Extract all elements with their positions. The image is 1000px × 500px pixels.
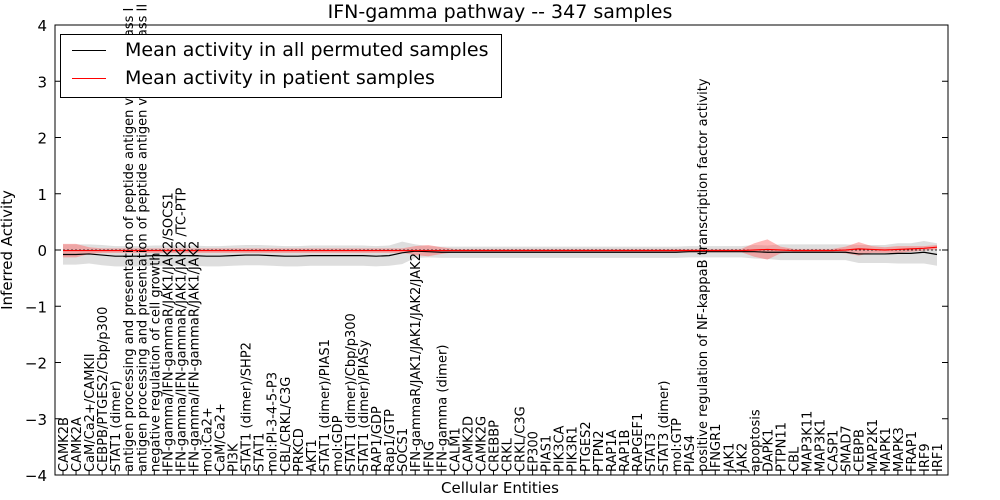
x-tick-label: STAT1 xyxy=(253,433,268,472)
x-tick-label: PTGES2 xyxy=(579,421,594,472)
legend: Mean activity in all permuted samples Me… xyxy=(60,34,502,98)
x-tick-label: MAPK3 xyxy=(892,427,907,472)
x-tick-label: MAPK1 xyxy=(879,427,894,472)
chart-title: IFN-gamma pathway -- 347 samples xyxy=(328,1,673,23)
y-tick-label: 4 xyxy=(37,17,47,35)
x-tick-label: STAT1 (dimer) xyxy=(109,381,124,472)
x-tick-label: mol:PI-3-4-5-P3 xyxy=(266,372,281,472)
confidence-band-1 xyxy=(63,239,937,260)
x-tick-label: CBL/CRKL/C3G xyxy=(279,377,294,472)
x-tick-label: CRKL/C3G xyxy=(514,406,529,472)
x-tick-label: CASP1 xyxy=(827,430,842,472)
x-tick-label: RAP1/GDP xyxy=(370,406,385,472)
y-tick-label: −2 xyxy=(25,355,47,373)
x-tick-label: negative regulation of cell growth xyxy=(148,252,163,472)
y-tick-label: −3 xyxy=(25,411,47,429)
y-tick-label: 1 xyxy=(37,186,47,204)
x-tick-label: CAMK2G xyxy=(474,416,489,472)
x-tick-label: STAT3 xyxy=(644,433,659,472)
x-tick-label: JAK1 xyxy=(722,443,737,473)
x-tick-label: JAK2 xyxy=(735,443,750,473)
x-tick-label: EP300 xyxy=(527,431,542,472)
x-tick-label: DAPK1 xyxy=(761,429,776,472)
x-tick-label: PTPN11 xyxy=(774,422,789,472)
legend-label-permuted: Mean activity in all permuted samples xyxy=(125,39,489,61)
legend-black-line-icon xyxy=(72,50,106,51)
x-tick-label: IFN-gamma/IFN-gammaR/JAK1/JAK2/SOCS1 xyxy=(161,192,176,472)
legend-red-line-icon xyxy=(72,78,106,79)
x-tick-label: IFNG xyxy=(422,441,437,472)
x-tick-label: IFN-gamma (dimer) xyxy=(435,345,450,472)
x-tick-label: RAPGEF1 xyxy=(631,413,646,472)
x-tick-label: mol:GTP xyxy=(670,418,685,472)
x-tick-label: CEBPB xyxy=(853,429,868,472)
x-tick-label: PIAS1 xyxy=(540,435,555,472)
x-tick-label: CAMK2A xyxy=(70,417,85,472)
y-tick-label: −4 xyxy=(25,467,47,485)
x-tick-label: mol:Ca2+ xyxy=(200,407,215,472)
x-tick-label: AKT1 xyxy=(305,439,320,472)
x-tick-label: CREBBP xyxy=(487,420,502,472)
x-tick-label: Rap1/GTP xyxy=(383,409,398,472)
confidence-band-0 xyxy=(63,241,937,267)
x-tick-labels: CAMK2BCAMK2ACaM/Ca2+/CAMKIICEBPB/PTGES2/… xyxy=(57,4,946,475)
x-tick-label: SMAD7 xyxy=(840,425,855,472)
x-tick-label: PTPN2 xyxy=(592,430,607,472)
x-tick-label: STAT3 (dimer) xyxy=(657,381,672,472)
y-tick-label: 3 xyxy=(37,73,47,91)
x-tick-label: CEBPB/PTGES2/Cbp/p300 xyxy=(96,307,111,472)
x-tick-label: PIAS4 xyxy=(683,435,698,472)
x-tick-label: MAP3K11 xyxy=(801,411,816,472)
x-tick-label: MAP2K1 xyxy=(866,419,881,472)
x-tick-label: SOCS1 xyxy=(396,428,411,472)
x-tick-label: IRF9 xyxy=(918,443,933,472)
confidence-bands xyxy=(63,239,937,267)
y-axis: −4 −3 −2 −1 0 1 2 3 4 xyxy=(25,17,948,485)
x-tick-label: FRAP1 xyxy=(905,431,920,472)
x-tick-label: CaM/Ca2+ xyxy=(214,403,229,472)
y-axis-label: Inferred Activity xyxy=(0,190,16,310)
y-tick-label: 0 xyxy=(37,242,47,260)
x-tick-label: PIK3R1 xyxy=(566,426,581,472)
x-tick-label: STAT1 (dimer)/Cbp/p300 xyxy=(344,313,359,472)
x-tick-label: CAMK2B xyxy=(57,417,72,472)
x-tick-label: positive regulation of NF-kappaB transcr… xyxy=(696,78,711,472)
x-tick-label: RAP1B xyxy=(618,430,633,472)
x-tick-label: PRKCD xyxy=(292,428,307,472)
x-tick-label: IRF1 xyxy=(931,443,946,472)
x-tick-label: CRKL xyxy=(501,437,516,472)
x-tick-label: CAMK2D xyxy=(461,416,476,472)
x-tick-label: PIK3CA xyxy=(553,425,568,472)
x-tick-label: CBL xyxy=(788,446,803,472)
y-tick-label: 2 xyxy=(37,130,47,148)
x-tick-label: IFN-gamma/IFN-gammaR/JAK1/JAK2 /TC-PTP xyxy=(174,188,189,472)
series-line-1 xyxy=(63,246,938,252)
x-tick-label: MAP3K1 xyxy=(814,419,829,472)
x-tick-label: apoptosis xyxy=(748,409,763,472)
x-tick-label: IFN-gammaR/JAK1/JAK1/JAK2/JAK2 xyxy=(409,253,424,472)
x-tick-label: mol:GDP xyxy=(331,415,346,472)
legend-label-patient: Mean activity in patient samples xyxy=(125,67,435,89)
x-tick-label: CALM1 xyxy=(448,427,463,472)
x-tick-label: antigen processing and presentation of p… xyxy=(135,4,150,472)
series-lines xyxy=(55,246,948,257)
x-tick-label: STAT1 (dimer)/PIAS1 xyxy=(318,339,333,472)
x-tick-label: CaM/Ca2+/CAMKII xyxy=(83,353,98,472)
x-tick-label: IFN-gamma/IFN-gammaR/JAK1/JAK2 xyxy=(187,241,202,472)
x-axis-label: Cellular Entities xyxy=(441,479,559,497)
x-tick-label: STAT1 (dimer)/PIASy xyxy=(357,339,372,472)
x-tick-label: IFNGR1 xyxy=(709,424,724,472)
x-tick-label: RAP1A xyxy=(605,429,620,472)
y-tick-label: −1 xyxy=(25,298,47,316)
x-tick-label: PI3K xyxy=(227,443,242,472)
x-tick-label: STAT1 (dimer)/SHP2 xyxy=(240,342,255,472)
series-line-0 xyxy=(63,250,938,257)
x-tick-label: antigen processing and presentation of p… xyxy=(122,8,137,472)
